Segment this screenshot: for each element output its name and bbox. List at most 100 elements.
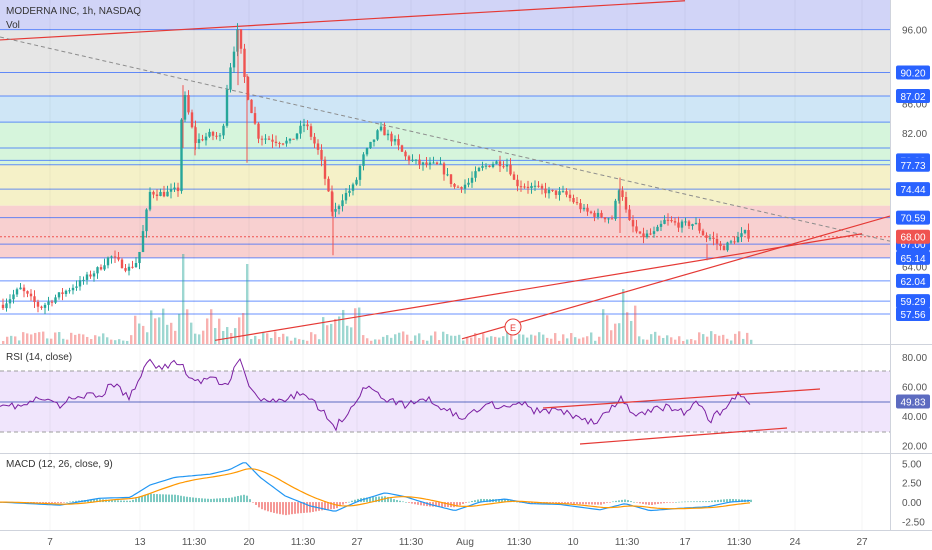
macd-histogram-bar [192, 497, 194, 503]
candle-body [680, 221, 684, 228]
macd-histogram-bar [501, 499, 503, 503]
candle-body [383, 126, 386, 136]
macd-histogram-bar [189, 497, 191, 503]
candle-body [600, 212, 603, 218]
macd-histogram-bar [297, 502, 299, 514]
candle-body [432, 162, 435, 164]
candle-body [470, 177, 474, 183]
volume-bar [570, 333, 573, 344]
macd-histogram-bar [471, 500, 473, 503]
volume-bar [58, 332, 61, 344]
macd-histogram-bar [702, 501, 704, 503]
time-tick-label: 7 [47, 537, 53, 548]
earnings-event-circle[interactable] [504, 318, 522, 336]
candle-body [701, 230, 705, 236]
volume-bar [646, 339, 649, 344]
candle-body [36, 301, 40, 307]
macd-axis[interactable]: -2.50 0.00 2.50 5.00 [902, 459, 925, 528]
candle-body [446, 174, 449, 176]
candle-body [495, 161, 498, 164]
candle-body [582, 207, 586, 210]
rsi-upper-trend-line[interactable] [542, 388, 821, 409]
candle-body [712, 237, 715, 239]
candle-body [232, 51, 236, 68]
candle-body [292, 138, 295, 140]
price-tag-box [896, 89, 930, 104]
macd-histogram-bar [612, 501, 614, 503]
macd-histogram-bar [654, 502, 656, 505]
volume-bar [142, 325, 145, 344]
volume-bar [690, 339, 693, 344]
candle-body [344, 192, 348, 201]
time-tick-label: 24 [789, 537, 801, 548]
macd-histogram-bar [258, 502, 260, 508]
volume-bar [474, 332, 477, 344]
macd-histogram-bar [42, 502, 44, 504]
current-price-box [896, 229, 930, 244]
macd-histogram-bar [318, 502, 320, 511]
volume-bar [238, 317, 241, 344]
macd-histogram-bar [618, 500, 620, 503]
macd-tick-label: -2.50 [902, 517, 925, 528]
volume-bar [662, 337, 665, 344]
macd-histogram-bar [579, 502, 581, 505]
candle-body [372, 139, 376, 142]
candle-body [89, 274, 92, 277]
macd-histogram-bar [210, 498, 212, 503]
price-axis[interactable]: 64.0082.0086.0096.0090.2087.0278.3277.73… [896, 26, 930, 321]
price-band [0, 205, 890, 258]
macd-histogram-bar [183, 496, 185, 503]
candle-body [666, 219, 670, 221]
volume-bar [698, 332, 701, 344]
volume-bar [602, 309, 605, 344]
candle-body [8, 299, 12, 304]
volume-bar [34, 332, 37, 344]
price-pane[interactable]: E MODERNA INC, 1h, NASDAQ Vol [0, 0, 891, 344]
volume-bar [750, 339, 753, 344]
price-tag-label: 57.56 [900, 310, 925, 321]
macd-histogram-bar [594, 502, 596, 505]
rsi-lower-trend-line[interactable] [579, 427, 788, 445]
volume-bar [62, 338, 65, 344]
trend-lines[interactable] [0, 0, 891, 341]
macd-pane[interactable]: MACD (12, 26, close, 9) [0, 459, 752, 516]
candle-body [691, 224, 694, 227]
macd-histogram-bar [228, 497, 230, 503]
macd-histogram-bar [243, 494, 245, 503]
candle-body [502, 166, 505, 168]
volume-bar [14, 336, 17, 344]
candle-body [708, 237, 712, 239]
candle-body [302, 124, 306, 126]
earnings-event-marker[interactable]: E [504, 318, 522, 336]
candle-body [309, 126, 313, 137]
volume-bar [42, 331, 45, 344]
macd-histogram-bar [402, 501, 404, 503]
volume-bar [590, 332, 593, 344]
time-axis[interactable]: 7 13 11:30 20 11:30 27 11:30 Aug 11:30 10 11:30 17 1… [47, 0, 868, 548]
volume-bar [46, 338, 49, 344]
macd-histogram-bar [231, 497, 233, 503]
candle-body [694, 222, 698, 225]
rsi-axis[interactable]: 20.00 40.00 60.00 80.00 49.83 [896, 353, 930, 453]
macd-histogram-bar [372, 496, 374, 503]
candle-body [271, 139, 274, 142]
candle-body [523, 186, 526, 188]
macd-histogram-bar [411, 502, 413, 504]
macd-histogram-bar [72, 501, 74, 503]
macd-histogram-bar [186, 496, 188, 503]
volume-bar [134, 315, 137, 344]
candle-body [127, 266, 131, 271]
candle-body [29, 293, 33, 297]
candle-body [484, 165, 488, 167]
macd-histogram-bar [636, 502, 638, 503]
time-tick-label: Aug [456, 537, 474, 548]
volume-bar [546, 337, 549, 344]
volume-bar [722, 334, 725, 344]
candle-body [134, 263, 138, 268]
candle-body [439, 163, 442, 165]
time-tick-label: 11:30 [182, 537, 207, 548]
volume-bar [318, 339, 321, 344]
rsi-pane[interactable]: RSI (14, close) [0, 352, 890, 445]
price-tag-label: 62.04 [900, 277, 925, 288]
